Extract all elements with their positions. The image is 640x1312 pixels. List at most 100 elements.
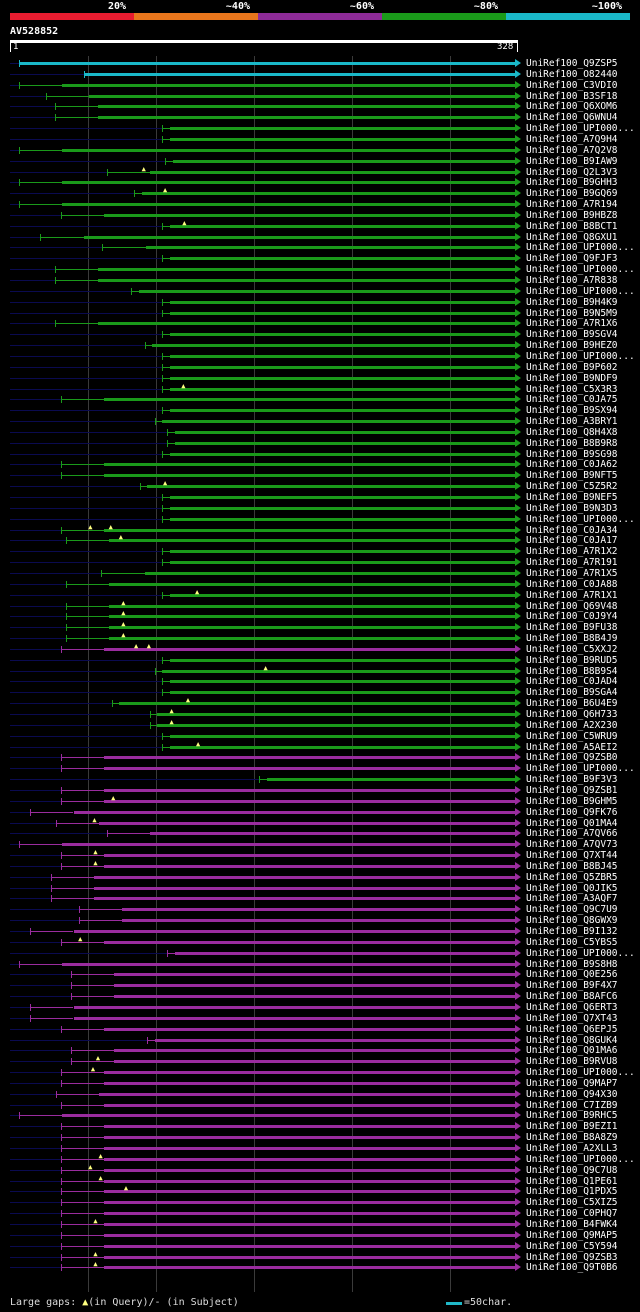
hit-aligned-bar[interactable]: [98, 821, 516, 825]
hit-name-link[interactable]: UniRef100_Q6H733: [526, 709, 618, 720]
hit-aligned-bar[interactable]: [103, 1201, 516, 1205]
hit-row[interactable]: ▲ UniRef100_Q2L3V3: [0, 165, 640, 178]
hit-row[interactable]: UniRef100_Q6ERT3: [0, 1002, 640, 1013]
hit-name-link[interactable]: UniRef100_B9IAW9: [526, 155, 618, 167]
hit-row[interactable]: UniRef100_B9N3D3: [0, 503, 640, 514]
hit-name-link[interactable]: UniRef100_Q7XT44: [526, 850, 618, 862]
hit-name-link[interactable]: UniRef100_Q9ZSP5: [526, 58, 618, 69]
hit-aligned-bar[interactable]: [103, 1136, 516, 1140]
hit-row[interactable]: UniRef100_C0JA62: [0, 459, 640, 470]
hit-name-link[interactable]: UniRef100_A7R191: [526, 557, 618, 569]
hit-name-link[interactable]: UniRef100_B9H4K9: [526, 296, 618, 308]
hit-name-link[interactable]: UniRef100_C0JAD4: [526, 676, 618, 688]
hit-aligned-bar[interactable]: [103, 1125, 516, 1129]
hit-row[interactable]: UniRef100_A7R194: [0, 199, 640, 210]
hit-name-link[interactable]: UniRef100_B9P602: [526, 361, 618, 373]
hit-name-link[interactable]: UniRef100_Q8GWX9: [526, 915, 618, 927]
hit-name-link[interactable]: UniRef100_B9FU38: [526, 622, 618, 634]
hit-row[interactable]: UniRef100_B9N5M9: [0, 308, 640, 319]
hit-aligned-bar[interactable]: [103, 1212, 516, 1216]
hit-row[interactable]: UniRef100_Q8GWX9: [0, 915, 640, 926]
hit-row[interactable]: ▲ UniRef100_Q9ZSB3: [0, 1250, 640, 1263]
hit-name-link[interactable]: UniRef100_Q9FK76: [526, 806, 618, 818]
hit-row[interactable]: UniRef100_B9F4X7: [0, 980, 640, 991]
hit-name-link[interactable]: UniRef100_Q1PE61: [526, 1175, 618, 1187]
hit-aligned-bar[interactable]: [170, 561, 516, 565]
hit-aligned-bar[interactable]: [61, 962, 516, 966]
hit-row[interactable]: ▲ UniRef100_C0JA17: [0, 534, 640, 546]
hit-aligned-bar[interactable]: [162, 420, 516, 424]
hit-aligned-bar[interactable]: [103, 213, 516, 217]
hit-aligned-bar[interactable]: [103, 788, 516, 792]
hit-aligned-bar[interactable]: [175, 430, 516, 434]
hit-row[interactable]: UniRef100_A7R1X2: [0, 546, 640, 557]
hit-row[interactable]: UniRef100_Q7XT43: [0, 1013, 640, 1024]
hit-aligned-bar[interactable]: [103, 1103, 516, 1107]
hit-row[interactable]: UniRef100_B9GHH3: [0, 177, 640, 188]
hit-row[interactable]: UniRef100_B9SX94: [0, 405, 640, 416]
hit-aligned-bar[interactable]: [114, 995, 516, 999]
hit-row[interactable]: UniRef100_A2XLL3: [0, 1143, 640, 1154]
hit-aligned-bar[interactable]: [103, 1071, 516, 1075]
hit-aligned-bar[interactable]: [175, 441, 516, 445]
hit-row[interactable]: UniRef100_B3SF18: [0, 91, 640, 102]
hit-aligned-bar[interactable]: [103, 1190, 516, 1194]
hit-row[interactable]: ▲ UniRef100_A7R1X1: [0, 588, 640, 601]
hit-row[interactable]: UniRef100_A7Q2V8: [0, 145, 640, 156]
hit-row[interactable]: UniRef100_Q9FK76: [0, 807, 640, 818]
hit-name-link[interactable]: UniRef100_B8B9R8: [526, 437, 618, 449]
hit-name-link[interactable]: UniRef100_C5Z5R2: [526, 481, 618, 493]
hit-row[interactable]: UniRef100_B9NDF9: [0, 373, 640, 384]
hit-row[interactable]: UniRef100_B9RUD5: [0, 655, 640, 666]
hit-name-link[interactable]: UniRef100_B8B4J9: [526, 633, 618, 645]
hit-aligned-bar[interactable]: [97, 279, 516, 282]
hit-aligned-bar[interactable]: [149, 170, 516, 174]
hit-name-link[interactable]: UniRef100_A7R1X5: [526, 567, 618, 579]
hit-row[interactable]: ▲ UniRef100_Q9C7U8: [0, 1163, 640, 1176]
hit-aligned-bar[interactable]: [157, 713, 516, 716]
hit-name-link[interactable]: UniRef100_C0PHQ7: [526, 1208, 618, 1220]
hit-name-link[interactable]: UniRef100_C0J9Y4: [526, 611, 618, 623]
hit-name-link[interactable]: UniRef100_B8A8Z9: [526, 1132, 618, 1144]
hit-row[interactable]: ▲ UniRef100_B8B4J9: [0, 632, 640, 645]
hit-aligned-bar[interactable]: [93, 875, 516, 879]
hit-name-link[interactable]: UniRef100_Q9T0B6: [526, 1262, 618, 1274]
hit-aligned-bar[interactable]: [152, 344, 516, 348]
hit-aligned-bar[interactable]: [109, 615, 516, 619]
hit-name-link[interactable]: UniRef100_B9I132: [526, 926, 618, 937]
hit-aligned-bar[interactable]: [103, 474, 516, 478]
hit-aligned-bar[interactable]: [114, 984, 516, 988]
hit-row[interactable]: UniRef100_Q8GXU1: [0, 232, 640, 243]
hit-row[interactable]: UniRef100_Q9ZSB0: [0, 752, 640, 763]
hit-row[interactable]: UniRef100_B9F3V3: [0, 774, 640, 785]
hit-name-link[interactable]: UniRef100_Q0E256: [526, 969, 618, 981]
hit-name-link[interactable]: UniRef100_C5XIZ5: [526, 1197, 618, 1209]
hit-aligned-bar[interactable]: [103, 647, 516, 651]
hit-aligned-bar[interactable]: [103, 767, 516, 771]
hit-aligned-bar[interactable]: [170, 496, 516, 499]
hit-name-link[interactable]: UniRef100_UPI000...: [526, 350, 635, 362]
hit-name-link[interactable]: UniRef100_B8B9S4: [526, 665, 618, 677]
hit-row[interactable]: UniRef100_C3VDI0: [0, 80, 640, 91]
hit-row[interactable]: UniRef100_B9S8H8: [0, 959, 640, 970]
hit-name-link[interactable]: UniRef100_Q01MA4: [526, 817, 618, 829]
hit-aligned-bar[interactable]: [103, 1266, 516, 1270]
hit-row[interactable]: UniRef100_C7IZB9: [0, 1100, 640, 1111]
hit-name-link[interactable]: UniRef100_A7R1X1: [526, 589, 618, 601]
hit-aligned-bar[interactable]: [162, 669, 516, 673]
hit-row[interactable]: ▲ UniRef100_B8BJ45: [0, 859, 640, 872]
hit-name-link[interactable]: UniRef100_UPI000...: [526, 947, 635, 959]
hit-row[interactable]: ▲ UniRef100_Q6H733: [0, 708, 640, 720]
hit-name-link[interactable]: UniRef100_A7Q2V8: [526, 144, 618, 156]
hit-name-link[interactable]: UniRef100_Q9FJF3: [526, 253, 618, 265]
hit-aligned-bar[interactable]: [170, 734, 516, 738]
hit-row[interactable]: ▲ UniRef100_UPI000...: [0, 1152, 640, 1165]
hit-name-link[interactable]: UniRef100_Q8GUK4: [526, 1034, 618, 1046]
hit-row[interactable]: ▲ UniRef100_B9FU38: [0, 621, 640, 634]
hit-name-link[interactable]: UniRef100_Q9ZSB0: [526, 752, 618, 764]
hit-aligned-bar[interactable]: [83, 72, 516, 76]
hit-row[interactable]: UniRef100_Q8H4X8: [0, 427, 640, 438]
hit-aligned-bar[interactable]: [73, 1016, 516, 1020]
hit-name-link[interactable]: UniRef100_B6U4E9: [526, 698, 618, 710]
hit-row[interactable]: UniRef100_A7R838: [0, 275, 640, 286]
